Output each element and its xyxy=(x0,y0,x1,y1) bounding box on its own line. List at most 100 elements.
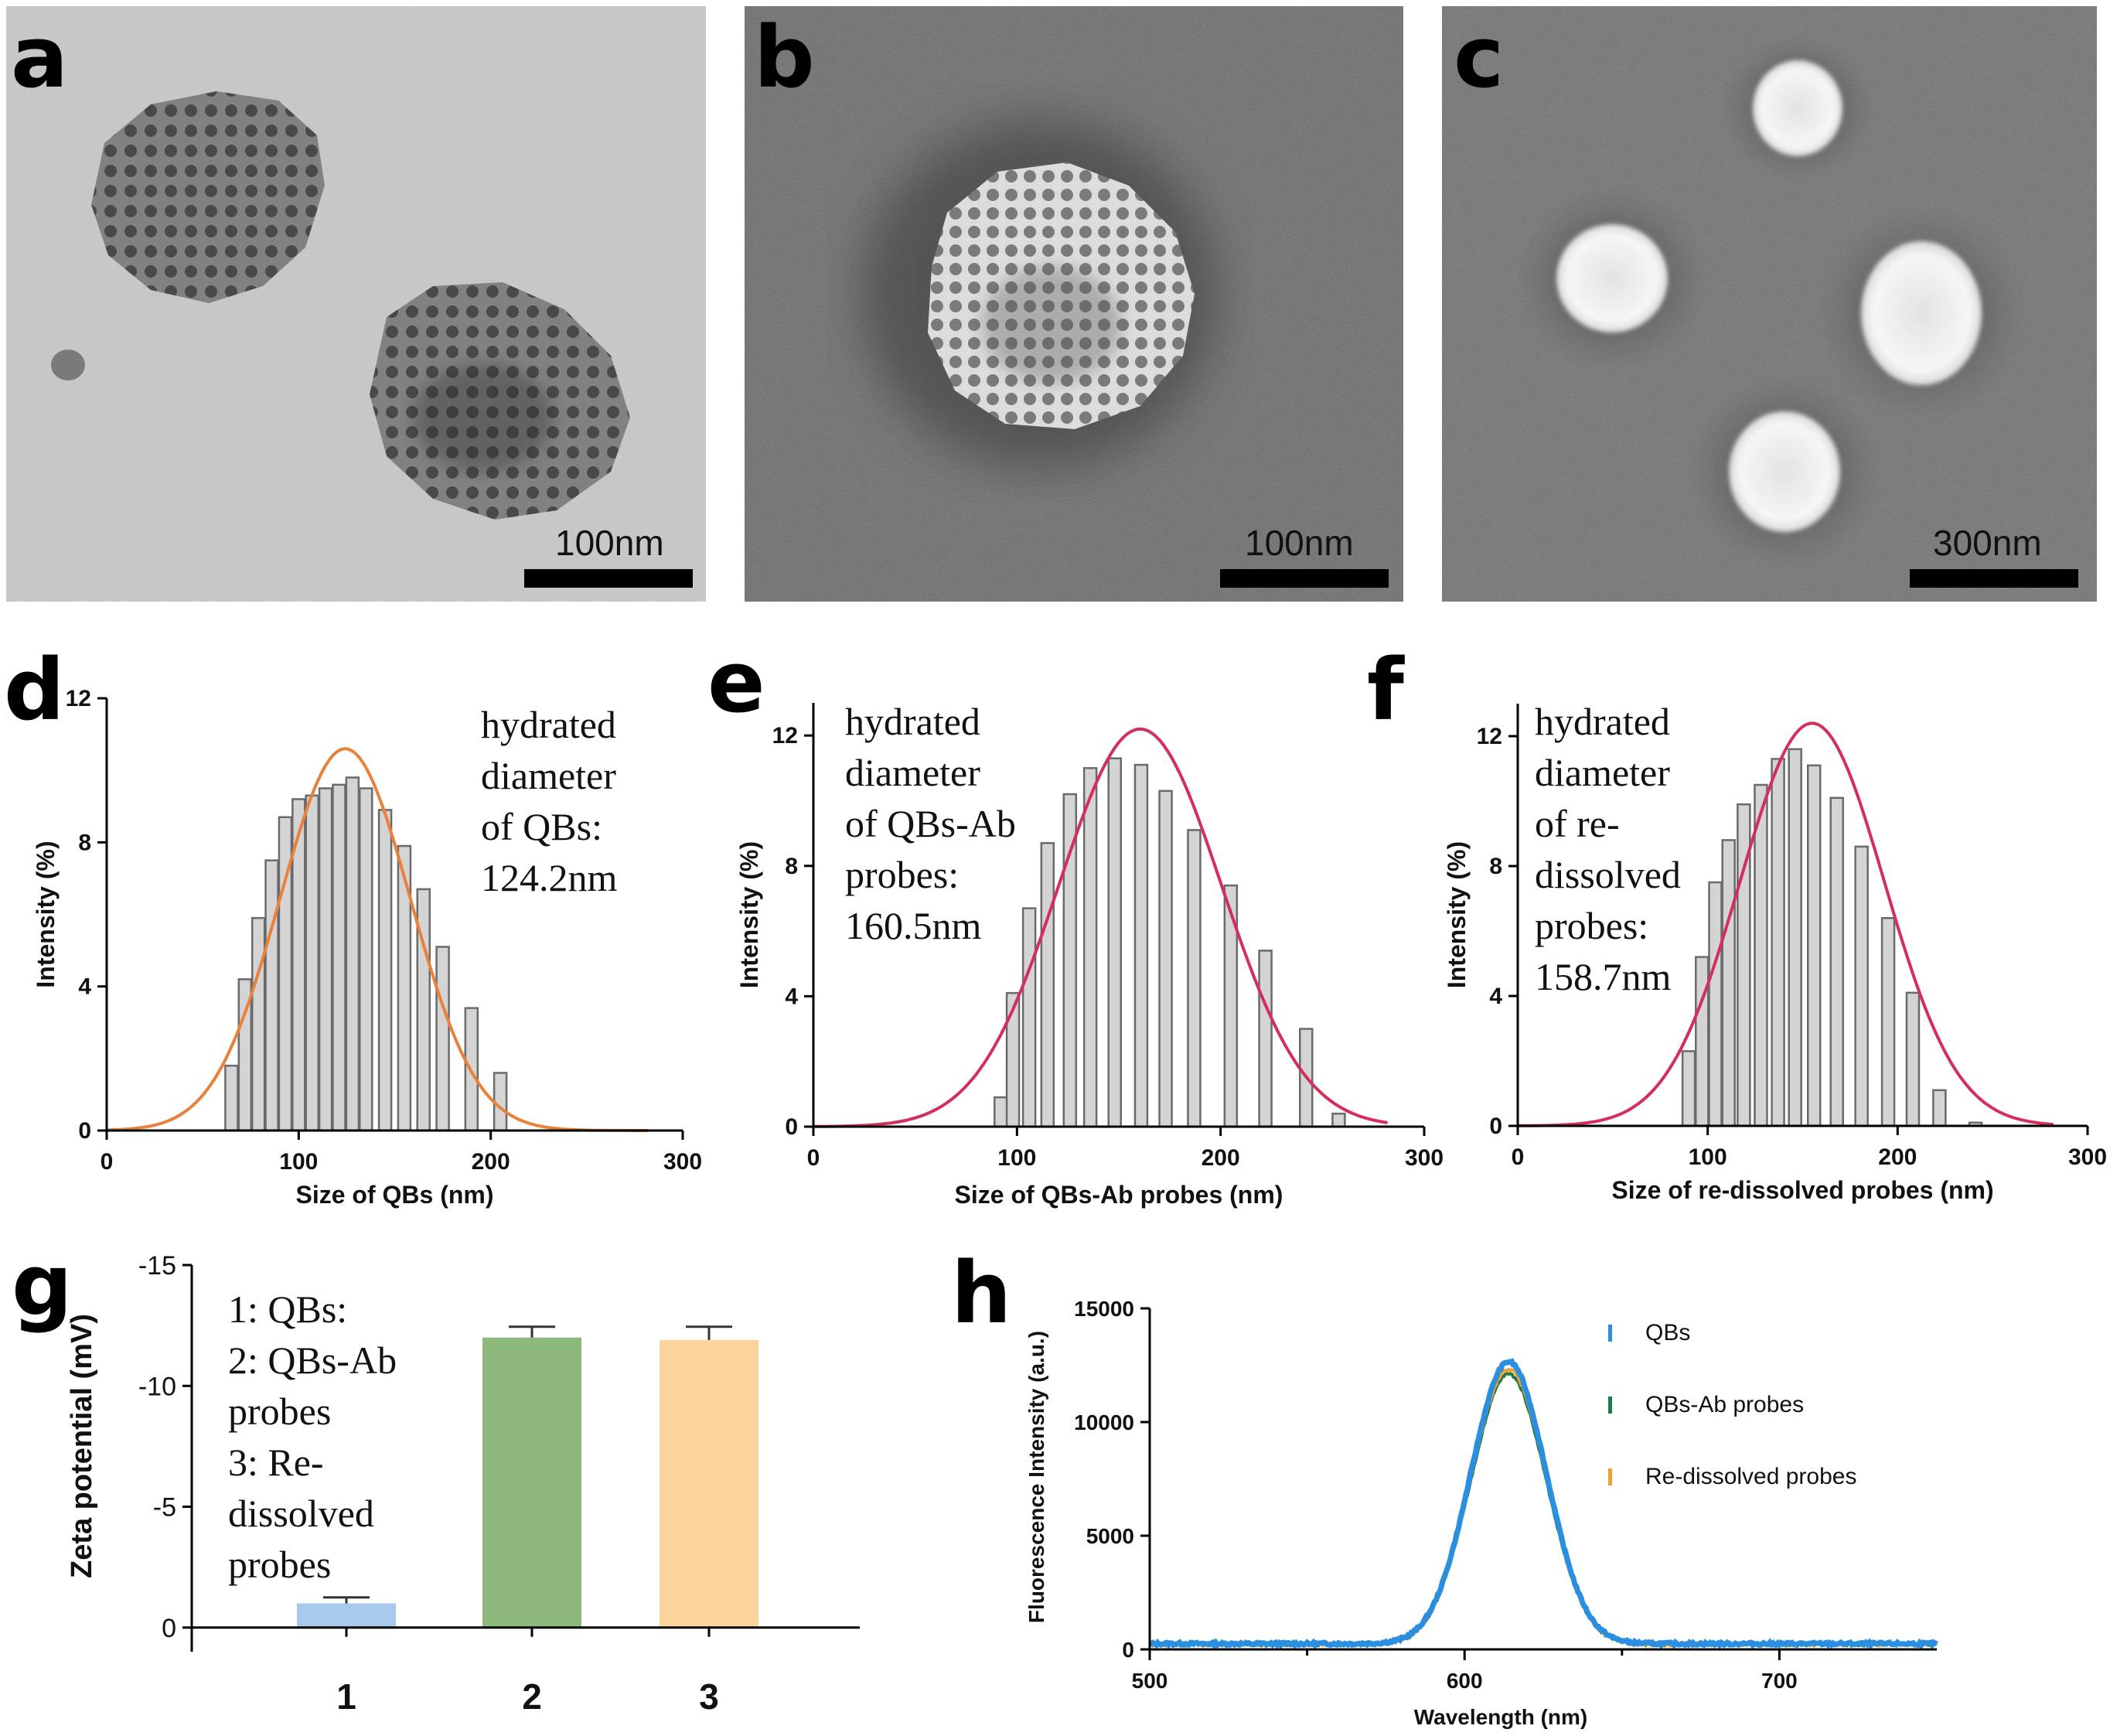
hydrated-diameter-annotation: diameter xyxy=(1535,751,1670,794)
histogram-bar xyxy=(251,916,266,1132)
panel-b-scale-bar xyxy=(1220,569,1389,588)
zeta-legend-text: probes xyxy=(228,1390,331,1433)
panel-g-label: g xyxy=(12,1236,73,1335)
y-tick-label: 0 xyxy=(162,1614,176,1643)
zeta-legend-text: probes xyxy=(228,1543,331,1586)
zeta-bar-3 xyxy=(660,1339,758,1628)
histogram-bar xyxy=(1721,839,1736,1127)
y-axis-label: Intensity (%) xyxy=(735,841,763,988)
x-tick-label: 300 xyxy=(663,1149,702,1175)
legend-swatch xyxy=(1608,1397,1612,1414)
hydrated-diameter-annotation: 158.7nm xyxy=(1535,955,1672,998)
panel-c-scale-label: 300nm xyxy=(1933,523,2042,563)
histogram-bar xyxy=(1932,1089,1947,1127)
tem-porous-particle xyxy=(928,162,1195,429)
panel-a-scale-bar xyxy=(524,569,693,588)
histogram-bar xyxy=(1854,845,1869,1127)
histogram-bar xyxy=(359,787,373,1132)
x-category-label: 3 xyxy=(699,1676,719,1717)
y-tick-label: 15000 xyxy=(1074,1297,1134,1321)
tem-bright-particle-1 xyxy=(1720,35,1875,182)
y-tick-label: 0 xyxy=(78,1118,91,1144)
x-axis-label: Size of QBs (nm) xyxy=(295,1181,493,1209)
y-tick-label: -15 xyxy=(138,1251,176,1281)
x-tick-label: 0 xyxy=(807,1145,820,1171)
y-tick-label: 12 xyxy=(1477,724,1502,749)
histogram-bar xyxy=(224,1064,239,1132)
gaussian-fit-curve xyxy=(106,747,649,1132)
chart-d-size-distribution: 0 100 200 300 0 4 8 12 Size of QBs (nm) Intensity… xyxy=(32,686,702,1209)
panel-b-label: b xyxy=(754,8,815,107)
histogram-bar xyxy=(1187,829,1202,1128)
x-axis-label: Size of re-dissolved probes (nm) xyxy=(1611,1176,1993,1204)
histogram-bar xyxy=(377,809,393,1132)
y-tick-label: 10000 xyxy=(1074,1410,1134,1434)
legend-entry: QBs-Ab probes xyxy=(1645,1392,1804,1417)
x-tick-label: 0 xyxy=(101,1149,114,1175)
panel-c-image: 300nm c xyxy=(1442,6,2097,602)
hydrated-diameter-annotation: diameter xyxy=(845,751,980,794)
histogram-bar xyxy=(1331,1112,1346,1128)
x-tick-label: 700 xyxy=(1761,1669,1798,1693)
histogram-bar xyxy=(345,776,360,1132)
y-tick-label: 8 xyxy=(785,854,798,879)
legend-entry: Re-dissolved probes xyxy=(1645,1464,1856,1489)
hydrated-diameter-annotation: hydrated xyxy=(845,700,980,743)
y-tick-label: 0 xyxy=(1489,1114,1502,1139)
zeta-bar-1 xyxy=(297,1603,396,1628)
panel-b-scale-label: 100nm xyxy=(1245,523,1354,563)
hydrated-diameter-annotation: 160.5nm xyxy=(845,904,982,947)
x-tick-label: 100 xyxy=(997,1145,1036,1171)
hydrated-diameter-annotation: probes: xyxy=(1535,904,1648,947)
chart-g-zeta-potential: 1 2 3 0 -5 -10 -15 Zeta potential (mV) 1: QBs: 2:… xyxy=(66,1251,860,1717)
x-tick-label: 0 xyxy=(1512,1144,1525,1170)
histogram-bar xyxy=(1021,907,1037,1128)
y-axis-label: Zeta potential (mV) xyxy=(66,1314,98,1578)
histogram-bar xyxy=(1806,764,1822,1127)
histogram-bar xyxy=(493,1072,508,1132)
histogram-bar xyxy=(994,1096,1008,1128)
histogram-bar xyxy=(1905,991,1921,1127)
zeta-legend-text: 3: Re- xyxy=(228,1441,324,1484)
histogram-bar xyxy=(435,946,450,1132)
zeta-bar-2 xyxy=(482,1337,581,1628)
x-axis-label: Size of QBs-Ab probes (nm) xyxy=(955,1181,1283,1209)
histogram-bar xyxy=(1258,950,1273,1128)
histogram-bar xyxy=(1082,767,1098,1128)
x-tick-label: 200 xyxy=(472,1149,510,1175)
x-tick-label: 100 xyxy=(1689,1144,1727,1170)
x-tick-label: 600 xyxy=(1447,1669,1483,1693)
panel-c-label: c xyxy=(1454,8,1504,107)
y-tick-label: -10 xyxy=(138,1372,176,1401)
histogram-bar xyxy=(305,794,319,1132)
histogram-bar xyxy=(1771,758,1785,1127)
x-tick-label: 300 xyxy=(2068,1144,2107,1170)
spectrum-line-2 xyxy=(1149,1367,1938,1649)
x-tick-label: 200 xyxy=(1878,1144,1917,1170)
y-tick-label: 8 xyxy=(78,830,91,855)
x-tick-label: 200 xyxy=(1202,1145,1240,1171)
tem-small-particle xyxy=(51,350,85,380)
y-tick-label: 0 xyxy=(785,1114,798,1140)
histogram-bar xyxy=(1107,757,1122,1128)
panel-f-label: f xyxy=(1367,640,1405,739)
histogram-bar xyxy=(1708,881,1723,1127)
tem-particle-cluster-2 xyxy=(370,282,630,520)
x-category-label: 2 xyxy=(522,1676,542,1717)
gaussian-fit-curve xyxy=(1517,721,2054,1127)
hydrated-diameter-annotation: of re- xyxy=(1535,802,1620,845)
panel-a-image: 100nm a xyxy=(6,6,706,602)
histogram-bar xyxy=(332,783,346,1132)
x-tick-label: 500 xyxy=(1132,1669,1168,1693)
hydrated-diameter-annotation: hydrated xyxy=(481,703,616,746)
spectrum-line-0 xyxy=(1148,1358,1939,1650)
histogram-bar xyxy=(1695,956,1709,1127)
tem-bright-particle-2 xyxy=(1515,186,1709,371)
chart-h-fluorescence: 500 600 700 0 5000 10000 15000 Wavelength (nm) F… xyxy=(1024,1297,1939,1729)
histogram-bar xyxy=(1829,796,1844,1127)
y-tick-label: 4 xyxy=(78,974,91,1000)
y-tick-label: 12 xyxy=(66,686,91,711)
zeta-legend-text: dissolved xyxy=(228,1492,374,1535)
panel-d-label: d xyxy=(4,640,65,739)
